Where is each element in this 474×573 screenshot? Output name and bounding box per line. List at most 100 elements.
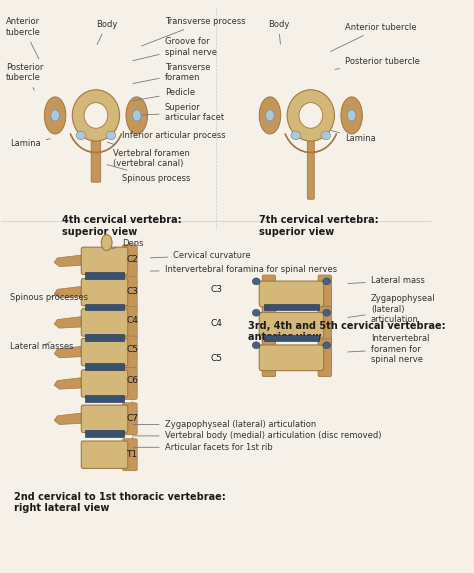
Text: Pedicle: Pedicle xyxy=(133,88,195,101)
Text: Anterior tubercle: Anterior tubercle xyxy=(330,22,417,52)
FancyBboxPatch shape xyxy=(123,307,137,339)
Text: Anterior
tubercle: Anterior tubercle xyxy=(6,17,41,59)
Text: Body: Body xyxy=(96,19,117,45)
Polygon shape xyxy=(54,346,81,358)
FancyBboxPatch shape xyxy=(123,403,137,435)
Polygon shape xyxy=(54,255,81,266)
Text: Articular facets for 1st rib: Articular facets for 1st rib xyxy=(133,443,273,452)
Ellipse shape xyxy=(347,110,356,121)
Ellipse shape xyxy=(126,97,147,134)
Text: Zygapophyseal
(lateral)
articulation: Zygapophyseal (lateral) articulation xyxy=(348,295,436,324)
Ellipse shape xyxy=(84,103,108,128)
FancyBboxPatch shape xyxy=(262,339,275,376)
Text: Zygapophyseal (lateral) articulation: Zygapophyseal (lateral) articulation xyxy=(133,420,316,429)
Text: Dens: Dens xyxy=(111,240,143,249)
Ellipse shape xyxy=(323,278,330,285)
Ellipse shape xyxy=(252,342,260,348)
Ellipse shape xyxy=(287,90,335,141)
Text: Body: Body xyxy=(268,19,289,44)
Text: Intervertebral
foramen for
spinal nerve: Intervertebral foramen for spinal nerve xyxy=(348,334,429,364)
Polygon shape xyxy=(54,317,81,328)
Text: Lateral mass: Lateral mass xyxy=(348,276,425,285)
Text: C3: C3 xyxy=(211,285,223,294)
Text: 3rd, 4th and 5th cervical vertebrae:
anterior view: 3rd, 4th and 5th cervical vertebrae: ant… xyxy=(248,321,446,342)
Bar xyxy=(85,363,124,370)
Bar xyxy=(85,334,124,341)
Text: C2: C2 xyxy=(126,254,138,264)
FancyBboxPatch shape xyxy=(318,307,331,344)
FancyBboxPatch shape xyxy=(91,140,100,182)
Text: Lamina: Lamina xyxy=(331,131,376,143)
Text: C5: C5 xyxy=(211,355,223,363)
Text: 4th cervical vertebra:
superior view: 4th cervical vertebra: superior view xyxy=(62,215,181,237)
Text: Posterior
tubercle: Posterior tubercle xyxy=(6,63,43,90)
Text: Intervertebral foramina for spinal nerves: Intervertebral foramina for spinal nerve… xyxy=(150,265,337,274)
Text: T1: T1 xyxy=(126,450,137,459)
FancyBboxPatch shape xyxy=(123,245,137,277)
Ellipse shape xyxy=(252,309,260,316)
Bar xyxy=(85,430,124,437)
Ellipse shape xyxy=(321,131,330,140)
Bar xyxy=(85,304,124,311)
Ellipse shape xyxy=(51,110,59,121)
FancyBboxPatch shape xyxy=(259,312,324,338)
Ellipse shape xyxy=(323,342,330,348)
Ellipse shape xyxy=(76,131,86,140)
FancyBboxPatch shape xyxy=(123,367,137,399)
Ellipse shape xyxy=(252,278,260,285)
Ellipse shape xyxy=(341,97,362,134)
Ellipse shape xyxy=(45,97,66,134)
Text: Transverse process: Transverse process xyxy=(141,17,246,46)
FancyBboxPatch shape xyxy=(82,441,128,468)
FancyBboxPatch shape xyxy=(318,275,331,313)
FancyBboxPatch shape xyxy=(82,278,128,306)
Bar xyxy=(264,304,319,309)
Text: C5: C5 xyxy=(126,345,138,354)
Text: Posterior tubercle: Posterior tubercle xyxy=(335,57,420,69)
Text: 2nd cervical to 1st thoracic vertebrae:
right lateral view: 2nd cervical to 1st thoracic vertebrae: … xyxy=(14,492,226,513)
Ellipse shape xyxy=(259,97,281,134)
Text: Spinous processes: Spinous processes xyxy=(10,293,88,303)
Text: C7: C7 xyxy=(126,414,138,423)
Text: C3: C3 xyxy=(126,286,138,296)
FancyBboxPatch shape xyxy=(82,247,128,274)
Bar xyxy=(85,395,124,402)
Text: Superior
articular facet: Superior articular facet xyxy=(133,103,224,122)
Ellipse shape xyxy=(132,110,141,121)
Polygon shape xyxy=(54,378,81,389)
FancyBboxPatch shape xyxy=(82,370,128,397)
Text: Spinous process: Spinous process xyxy=(107,164,190,183)
Text: 7th cervical vertebra:
superior view: 7th cervical vertebra: superior view xyxy=(259,215,379,237)
Polygon shape xyxy=(54,413,81,425)
Ellipse shape xyxy=(101,234,112,250)
Text: Groove for
spinal nerve: Groove for spinal nerve xyxy=(133,37,217,61)
Bar xyxy=(85,272,124,279)
Bar xyxy=(264,335,319,341)
FancyBboxPatch shape xyxy=(262,307,275,344)
Ellipse shape xyxy=(265,110,274,121)
FancyBboxPatch shape xyxy=(123,336,137,368)
Text: Lamina: Lamina xyxy=(10,139,50,148)
FancyBboxPatch shape xyxy=(259,345,324,371)
Text: C4: C4 xyxy=(211,319,223,328)
Text: Vertebral body (medial) articulation (disc removed): Vertebral body (medial) articulation (di… xyxy=(133,431,381,441)
Text: C4: C4 xyxy=(126,316,138,325)
FancyBboxPatch shape xyxy=(262,275,275,313)
Text: Lateral masses: Lateral masses xyxy=(10,342,73,351)
Text: Cervical curvature: Cervical curvature xyxy=(150,250,251,260)
Text: Transverse
foramen: Transverse foramen xyxy=(133,63,210,84)
FancyBboxPatch shape xyxy=(123,276,137,308)
Ellipse shape xyxy=(291,131,301,140)
Text: C6: C6 xyxy=(126,376,138,385)
FancyBboxPatch shape xyxy=(318,339,331,376)
Text: Vertebral foramen
(vertebral canal): Vertebral foramen (vertebral canal) xyxy=(107,142,190,168)
Polygon shape xyxy=(54,286,81,298)
FancyBboxPatch shape xyxy=(259,281,324,307)
FancyBboxPatch shape xyxy=(82,309,128,336)
FancyBboxPatch shape xyxy=(307,140,314,199)
FancyBboxPatch shape xyxy=(82,405,128,433)
Ellipse shape xyxy=(106,131,116,140)
Ellipse shape xyxy=(299,103,323,128)
Text: Inferior articular process: Inferior articular process xyxy=(116,130,225,140)
FancyBboxPatch shape xyxy=(123,439,137,470)
